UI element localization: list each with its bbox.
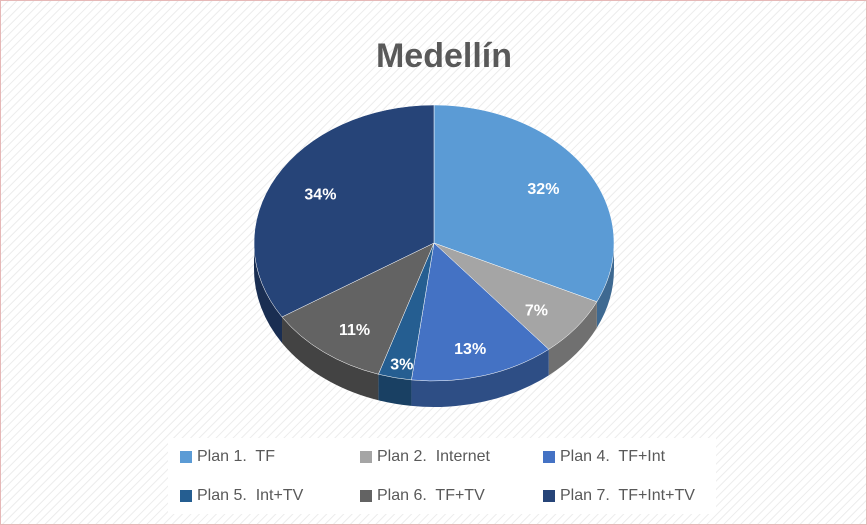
pie-side bbox=[282, 316, 379, 401]
legend-swatch bbox=[360, 490, 372, 502]
data-label: 7% bbox=[525, 302, 548, 319]
legend-label: Plan 5. Int+TV bbox=[197, 487, 304, 504]
pie-side bbox=[411, 349, 549, 408]
pie-side bbox=[378, 374, 412, 406]
pie-side bbox=[548, 301, 597, 376]
legend-swatch bbox=[543, 490, 555, 502]
pie-side bbox=[254, 243, 283, 343]
data-label: 13% bbox=[454, 341, 486, 358]
data-label: 11% bbox=[339, 322, 370, 339]
pie-slice bbox=[253, 104, 435, 318]
chart-title: Medellín bbox=[376, 37, 512, 75]
data-label: 32% bbox=[527, 181, 559, 198]
legend-label: Plan 1. TF bbox=[197, 448, 275, 465]
pie-slice bbox=[411, 242, 550, 382]
legend-swatch bbox=[180, 451, 192, 463]
pie-slice bbox=[433, 104, 615, 303]
data-label: 34% bbox=[304, 186, 336, 203]
legend-label: Plan 2. Internet bbox=[377, 448, 491, 465]
legend-label: Plan 4. TF+Int bbox=[560, 448, 666, 465]
legend-swatch bbox=[180, 490, 192, 502]
pie-slice bbox=[281, 242, 435, 375]
data-label: 3% bbox=[390, 356, 413, 373]
legend-swatch bbox=[360, 451, 372, 463]
legend-label: Plan 6. TF+TV bbox=[377, 487, 485, 504]
legend-swatch bbox=[543, 451, 555, 463]
legend-label: Plan 7. TF+Int+TV bbox=[560, 487, 695, 504]
legend-box bbox=[168, 438, 716, 514]
